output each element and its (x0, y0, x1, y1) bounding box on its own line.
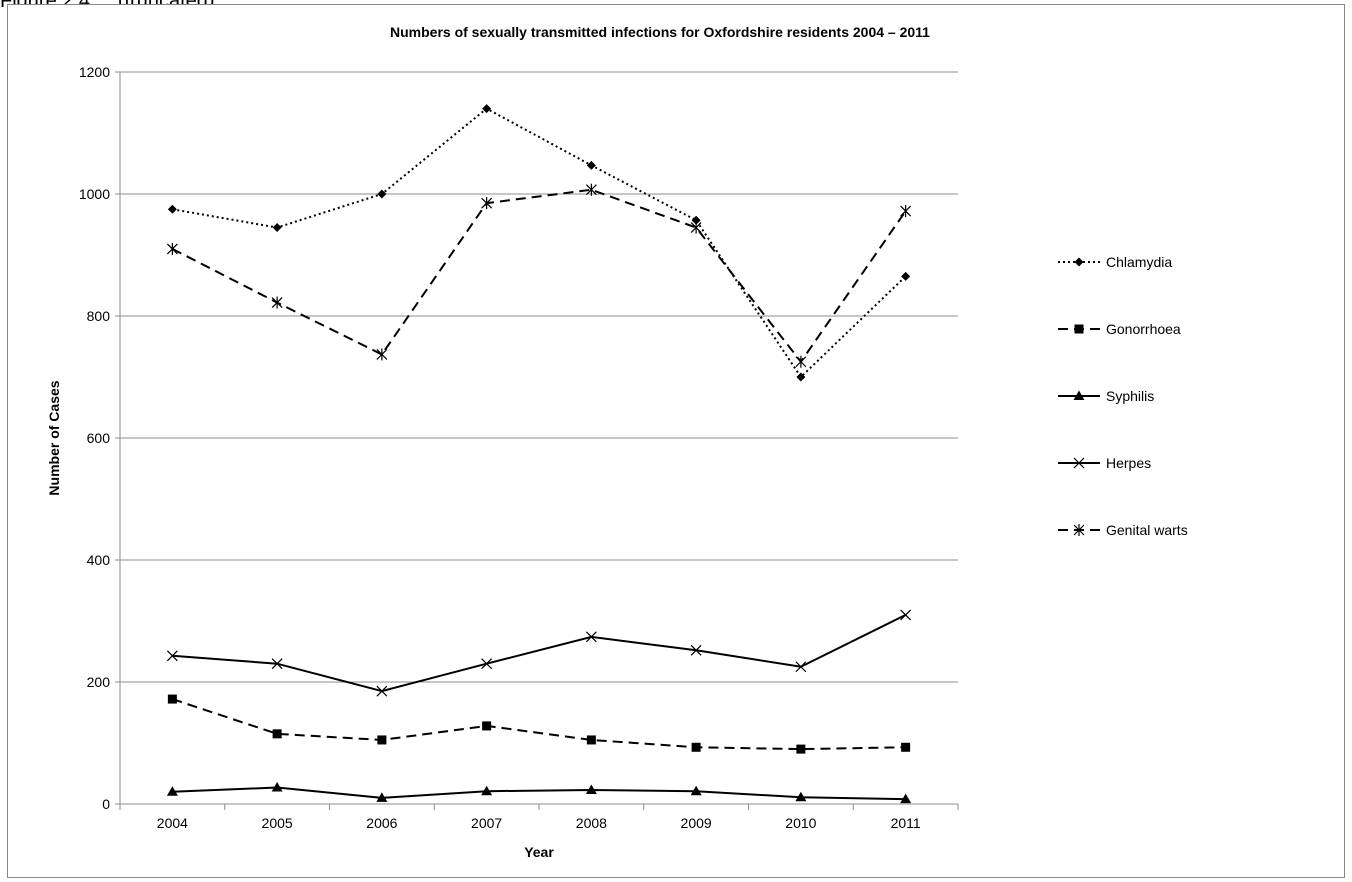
series-chlamydia (167, 104, 911, 382)
data-point-chlamydia (691, 215, 701, 225)
data-point-genital-warts (481, 197, 493, 210)
data-point-gonorrhoea (586, 735, 596, 745)
data-point-genital-warts (585, 183, 597, 196)
series-line-chlamydia (172, 107, 907, 379)
data-point-herpes (795, 661, 807, 673)
legend-label-chlamydia: Chlamydia (1106, 254, 1172, 270)
y-tick-labels: 0 200 400 600 800 1000 1200 (79, 64, 110, 812)
x-tick-label: 2009 (681, 815, 712, 831)
data-point-syphilis (690, 785, 702, 796)
data-point-genital-warts (690, 221, 702, 234)
data-point-syphilis (376, 792, 388, 802)
x-tick-label: 2008 (576, 815, 607, 831)
gridlines (120, 71, 958, 683)
data-point-chlamydia (901, 271, 911, 281)
series-line-gonorrhoea (172, 698, 906, 751)
data-point-gonorrhoea (482, 721, 492, 731)
legend-item-syphilis: Syphilis (1058, 388, 1154, 404)
series-syphilis (166, 782, 912, 804)
series-line-genital-warts (171, 188, 907, 364)
legend-marker-herpes (1073, 457, 1085, 469)
x-tick-label: 2005 (262, 815, 293, 831)
data-point-herpes (585, 631, 597, 643)
data-point-chlamydia (586, 160, 596, 170)
data-point-syphilis (271, 782, 283, 792)
data-point-syphilis (481, 785, 493, 796)
data-point-herpes (271, 658, 283, 670)
legend-marker-gonorrhoea (1074, 324, 1084, 334)
y-tick-label: 0 (102, 796, 110, 812)
y-axis-title: Number of Cases (46, 380, 62, 495)
series-line-herpes (172, 614, 907, 693)
legend-label-gonorrhoea: Gonorrhoea (1106, 321, 1181, 337)
x-tick-label: 2010 (785, 815, 816, 831)
legend-label-genital-warts: Genital warts (1106, 522, 1188, 538)
data-point-herpes (900, 609, 912, 621)
data-point-gonorrhoea (691, 742, 701, 752)
series-gonorrhoea (167, 694, 911, 754)
data-point-gonorrhoea (796, 744, 806, 754)
data-point-gonorrhoea (377, 735, 387, 745)
data-point-gonorrhoea (167, 694, 177, 704)
legend-item-genital-warts: Genital warts (1058, 522, 1188, 538)
data-point-chlamydia (482, 104, 492, 114)
legend-label-herpes: Herpes (1106, 455, 1151, 471)
data-point-syphilis (795, 791, 807, 802)
data-point-genital-warts (900, 205, 912, 218)
data-point-genital-warts (795, 355, 807, 368)
y-tick-label: 1200 (79, 64, 110, 80)
data-point-gonorrhoea (272, 729, 282, 739)
axes (115, 71, 959, 810)
legend-marker-genital-warts (1073, 524, 1085, 536)
chart-title: Numbers of sexually transmitted infectio… (390, 24, 930, 40)
legend-item-chlamydia: Chlamydia (1058, 254, 1172, 270)
data-point-herpes (376, 685, 388, 697)
y-tick-label: 600 (87, 430, 111, 446)
x-axis-title: Year (524, 844, 554, 860)
x-tick-label: 2006 (366, 815, 397, 831)
data-point-genital-warts (271, 296, 283, 309)
series-group (166, 104, 912, 804)
data-point-syphilis (166, 786, 178, 796)
data-point-genital-warts (376, 348, 388, 361)
data-point-chlamydia (377, 189, 387, 199)
data-point-herpes (690, 644, 702, 656)
legend-label-syphilis: Syphilis (1106, 388, 1154, 404)
data-point-gonorrhoea (901, 742, 911, 752)
y-tick-label: 1000 (79, 186, 110, 202)
legend: Chlamydia Gonorrhoea Syphilis Herpes Genital… (1058, 254, 1188, 538)
data-point-herpes (481, 658, 493, 670)
data-point-herpes (166, 650, 178, 662)
x-tick-label: 2004 (157, 815, 188, 831)
data-point-chlamydia (796, 372, 806, 382)
legend-marker-chlamydia (1074, 257, 1084, 267)
chart-frame (7, 4, 1345, 878)
legend-marker-syphilis (1073, 390, 1085, 400)
series-line-syphilis (172, 786, 906, 801)
y-tick-label: 800 (87, 308, 111, 324)
y-tick-label: 200 (87, 674, 111, 690)
legend-item-herpes: Herpes (1058, 455, 1151, 471)
series-herpes (166, 609, 912, 697)
series-genital-warts (166, 183, 912, 368)
x-tick-labels: 2004 2005 2006 2007 2008 2009 2010 2011 (157, 815, 921, 831)
data-point-genital-warts (166, 242, 178, 255)
y-tick-label: 400 (87, 552, 111, 568)
data-point-syphilis (585, 784, 597, 794)
x-tick-label: 2007 (471, 815, 502, 831)
data-point-chlamydia (272, 223, 282, 233)
data-point-chlamydia (167, 204, 177, 214)
legend-item-gonorrhoea: Gonorrhoea (1058, 321, 1181, 337)
data-point-syphilis (900, 793, 912, 804)
x-tick-label: 2011 (891, 815, 921, 831)
